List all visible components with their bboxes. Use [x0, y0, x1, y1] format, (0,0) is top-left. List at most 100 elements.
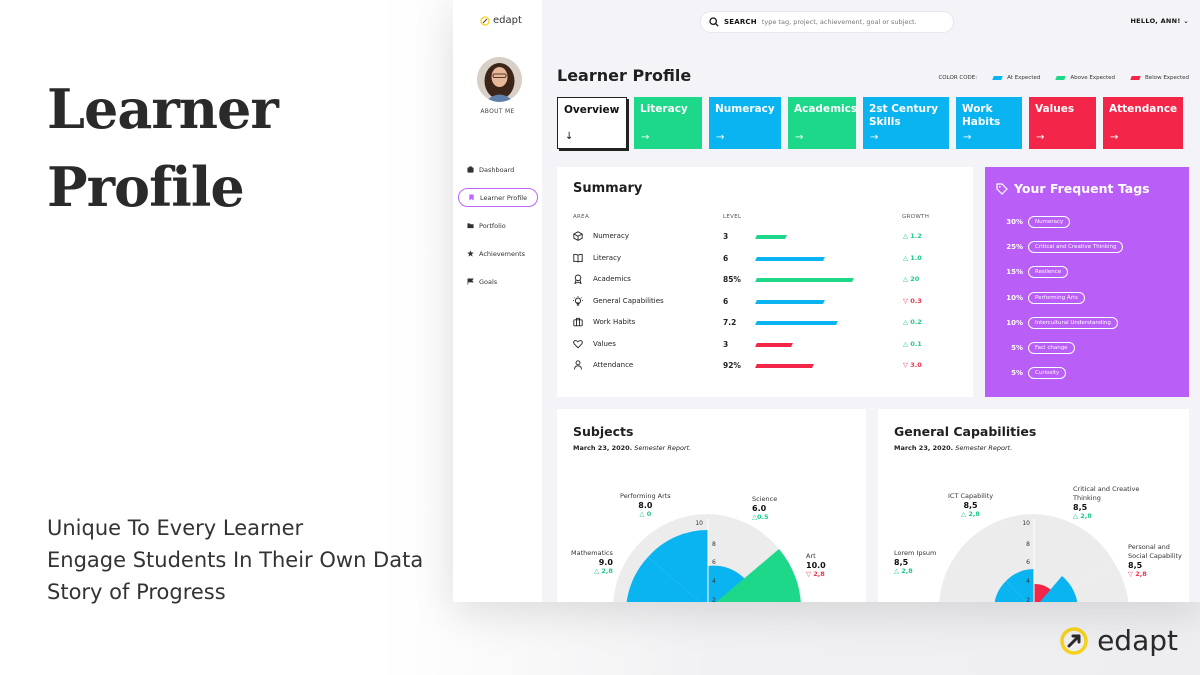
tagline: Story of Progress	[47, 580, 226, 604]
growth-value: 1.2	[910, 232, 922, 240]
tag-pill[interactable]: Numeracy	[1028, 216, 1071, 228]
label-value: 8,5	[1073, 503, 1088, 512]
app-window: edapt ABOUT ME Dashboard Learner Profile	[453, 0, 1200, 602]
tag-pill[interactable]: Curiosity	[1028, 367, 1067, 380]
tab-overview[interactable]: Overview ↓	[557, 97, 627, 149]
summary-row-literacy[interactable]: Literacy 6 △ 1.0	[573, 252, 963, 266]
label-value: 8,5	[963, 501, 978, 510]
report-note: Semester Report.	[955, 444, 1013, 452]
summary-row-academics[interactable]: Academics 85% △ 20	[573, 273, 963, 287]
summary-area: Values	[593, 339, 616, 348]
hero-title-line2: Profile	[47, 155, 245, 219]
summary-growth: △ 0.2	[903, 318, 922, 326]
hero-taglines: Unique To Every Learner Engage Students …	[47, 512, 423, 608]
summary-title: Summary	[573, 181, 643, 196]
tab-label: Attendance	[1109, 103, 1178, 115]
tab-literacy[interactable]: Literacy →	[634, 97, 702, 149]
lorem-ipsum-sector	[994, 581, 1027, 602]
level-header: LEVEL	[723, 214, 742, 220]
at-expected-swatch	[992, 76, 1003, 80]
general-capabilities-title: General Capabilities	[894, 424, 1037, 439]
tab-academics[interactable]: Academics →	[788, 97, 857, 149]
general-capabilities-card: General Capabilities March 23, 2020. Sem…	[878, 409, 1189, 602]
triangle-up-icon: △	[903, 275, 908, 283]
below-expected-label: Below Expected	[1145, 75, 1189, 81]
summary-level: 7.2	[723, 318, 737, 327]
tab-numeracy[interactable]: Numeracy →	[709, 97, 781, 149]
tag-pill[interactable]: Facl change	[1028, 342, 1075, 354]
tab-values[interactable]: Values →	[1029, 97, 1096, 149]
summary-level-bar	[755, 278, 854, 282]
tab-label: 2st Century Skills	[869, 103, 939, 128]
summary-row-general-capabilities[interactable]: General Capabilities 6 ▽ 0.3	[573, 295, 963, 309]
summary-level-bar	[755, 364, 814, 368]
label-growth: △0.5	[752, 513, 777, 522]
tag-pill[interactable]: Resilence	[1028, 266, 1069, 279]
arrow-right-icon: →	[963, 132, 972, 143]
label-growth: △ 2,8	[571, 567, 613, 576]
app-logo[interactable]: edapt	[480, 15, 522, 26]
summary-row-numeracy[interactable]: Numeracy 3 △ 1.2	[573, 230, 963, 244]
label-growth: ▽ 2,8	[1128, 570, 1183, 579]
growth-value: 2,8	[968, 510, 980, 518]
science-sector	[708, 565, 751, 602]
search-input[interactable]: SEARCH type tag, project, achievement, g…	[700, 11, 954, 33]
user-menu[interactable]: HELLO, ANN! ⌄	[1130, 17, 1189, 25]
summary-card: Summary AREA LEVEL GROWTH Numeracy 3 △ 1.2…	[557, 167, 973, 397]
briefcase-icon	[573, 317, 583, 327]
tab-21st-century-skills[interactable]: 2st Century Skills →	[863, 97, 949, 149]
arrow-right-icon: →	[1036, 132, 1045, 143]
tag-pill[interactable]: Critical and Creative Thinking	[1028, 241, 1124, 254]
avatar[interactable]	[477, 57, 522, 102]
tag-pill[interactable]: Intercultural Understanding	[1028, 316, 1118, 329]
ict-capability-sector	[1006, 569, 1034, 602]
about-me-link[interactable]: ABOUT ME	[480, 108, 515, 115]
arrow-right-icon: →	[641, 132, 650, 143]
label-name: Lorem Ipsum	[894, 549, 937, 557]
sidebar-item-goals[interactable]: Goals	[458, 272, 538, 291]
summary-level-bar	[755, 342, 793, 347]
sidebar-item-dashboard[interactable]: Dashboard	[458, 160, 538, 179]
star-icon	[467, 250, 474, 257]
summary-row-attendance[interactable]: Attendance 92% ▽ 3.0	[573, 359, 963, 373]
summary-level: 85%	[723, 275, 741, 284]
triangle-down-icon: ▽	[903, 296, 908, 305]
sidebar-item-learner-profile[interactable]: Learner Profile	[458, 188, 538, 207]
label-name: Critical and Creative Thinking	[1073, 485, 1140, 502]
below-expected-swatch	[1130, 76, 1141, 80]
frequent-tags-title: Your Frequent Tags	[1014, 181, 1150, 196]
tag-pill[interactable]: Performing Arts	[1028, 291, 1085, 304]
tag-row: 5% Curiosity	[1001, 367, 1067, 380]
label-growth: △ 2,8	[948, 510, 993, 519]
sidebar-item-portfolio[interactable]: Portfolio	[458, 216, 538, 235]
edapt-logo-icon	[1060, 626, 1088, 655]
summary-growth: △ 1.2	[903, 232, 922, 240]
tag-row: 5% Facl change	[1001, 342, 1075, 354]
tag-percentage: 15%	[1006, 268, 1023, 277]
triangle-up-icon: △	[903, 339, 908, 348]
growth-value: 0	[646, 510, 652, 518]
summary-row-values[interactable]: Values 3 △ 0.1	[573, 338, 963, 352]
label-growth: △ 2,8	[894, 567, 936, 576]
book-icon	[573, 253, 583, 263]
at-expected-label: At Expected	[1007, 75, 1041, 81]
tag-row: 10% Intercultural Understanding	[1001, 316, 1118, 329]
tab-label: Literacy	[640, 103, 688, 115]
cube-icon	[573, 231, 583, 241]
summary-level: 3	[723, 339, 729, 349]
growth-value: 0.5	[757, 513, 769, 521]
general-capabilities-date: March 23, 2020. Semester Report.	[894, 444, 1012, 452]
bookmark-icon	[469, 194, 474, 201]
triangle-up-icon: △	[961, 510, 967, 518]
growth-value: 2,8	[601, 567, 613, 575]
tick-label: 8	[712, 541, 716, 548]
tab-work-habits[interactable]: Work Habits →	[956, 97, 1022, 149]
search-label: SEARCH	[724, 18, 757, 26]
subjects-date: March 23, 2020. Semester Report.	[573, 444, 691, 452]
summary-row-work-habits[interactable]: Work Habits 7.2 △ 0.2	[573, 316, 963, 330]
edapt-logo-icon	[480, 15, 490, 26]
tab-attendance[interactable]: Attendance →	[1103, 97, 1183, 149]
summary-growth: ▽ 3.0	[903, 361, 922, 369]
sidebar-item-achievements[interactable]: Achievements	[458, 244, 538, 263]
award-icon	[574, 274, 582, 284]
